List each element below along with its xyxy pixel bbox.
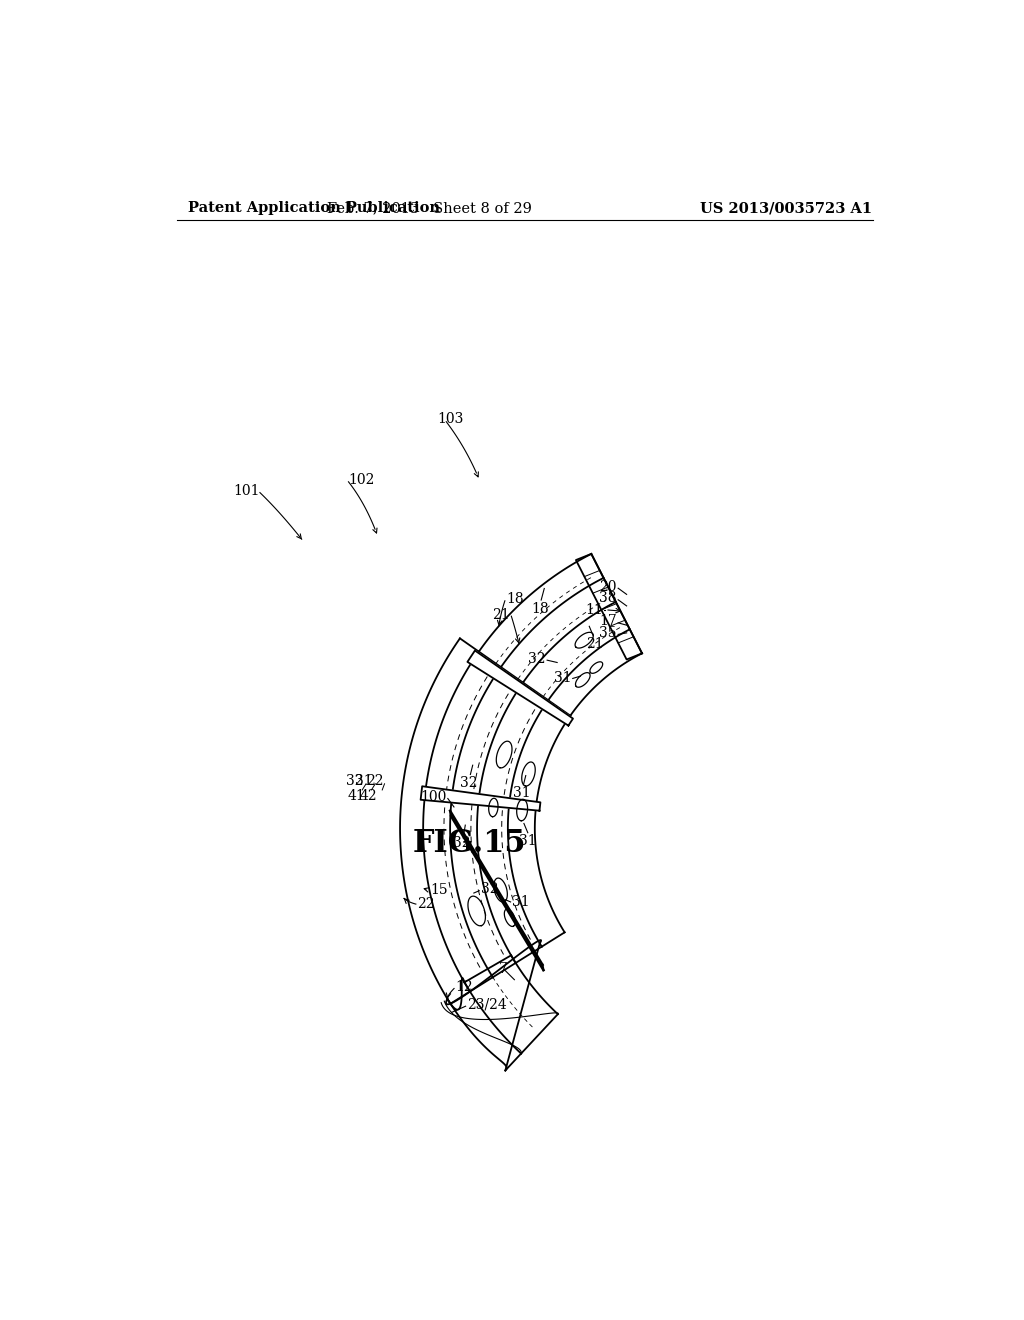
Text: 17: 17 xyxy=(599,614,616,628)
Text: 18: 18 xyxy=(530,602,549,615)
Text: 31: 31 xyxy=(512,895,529,909)
Text: 12: 12 xyxy=(456,979,473,994)
Text: 38: 38 xyxy=(599,591,616,606)
Text: 22: 22 xyxy=(367,774,384,788)
Text: 31: 31 xyxy=(355,774,373,788)
Text: 31: 31 xyxy=(554,672,571,685)
Text: 31: 31 xyxy=(513,787,530,800)
Text: FIG.15: FIG.15 xyxy=(413,828,526,859)
Polygon shape xyxy=(467,651,573,726)
Text: Patent Application Publication: Patent Application Publication xyxy=(188,202,440,215)
Text: 23/24: 23/24 xyxy=(467,998,507,1011)
Text: 32: 32 xyxy=(481,882,499,896)
Polygon shape xyxy=(421,787,541,810)
Text: 32: 32 xyxy=(346,774,364,788)
Text: US 2013/0035723 A1: US 2013/0035723 A1 xyxy=(700,202,872,215)
Text: 103: 103 xyxy=(437,412,464,425)
Text: 21: 21 xyxy=(493,607,510,622)
Text: 42: 42 xyxy=(360,789,378,803)
Text: 101: 101 xyxy=(233,484,260,498)
Text: 102: 102 xyxy=(348,474,375,487)
Text: 7: 7 xyxy=(499,962,507,975)
Text: 100: 100 xyxy=(420,789,446,804)
Text: Feb. 7, 2013   Sheet 8 of 29: Feb. 7, 2013 Sheet 8 of 29 xyxy=(327,202,531,215)
Text: 32: 32 xyxy=(460,776,477,789)
Text: 20: 20 xyxy=(599,579,616,594)
Text: 32: 32 xyxy=(528,652,546,665)
Text: 32: 32 xyxy=(454,836,471,850)
Text: 15: 15 xyxy=(430,883,447,898)
Text: 11: 11 xyxy=(586,603,603,616)
Text: 35: 35 xyxy=(599,626,616,640)
Text: 31: 31 xyxy=(519,834,537,849)
Text: 22: 22 xyxy=(418,898,435,911)
Text: 41: 41 xyxy=(347,789,366,803)
Text: 21: 21 xyxy=(586,638,603,651)
Text: 18: 18 xyxy=(507,593,524,606)
